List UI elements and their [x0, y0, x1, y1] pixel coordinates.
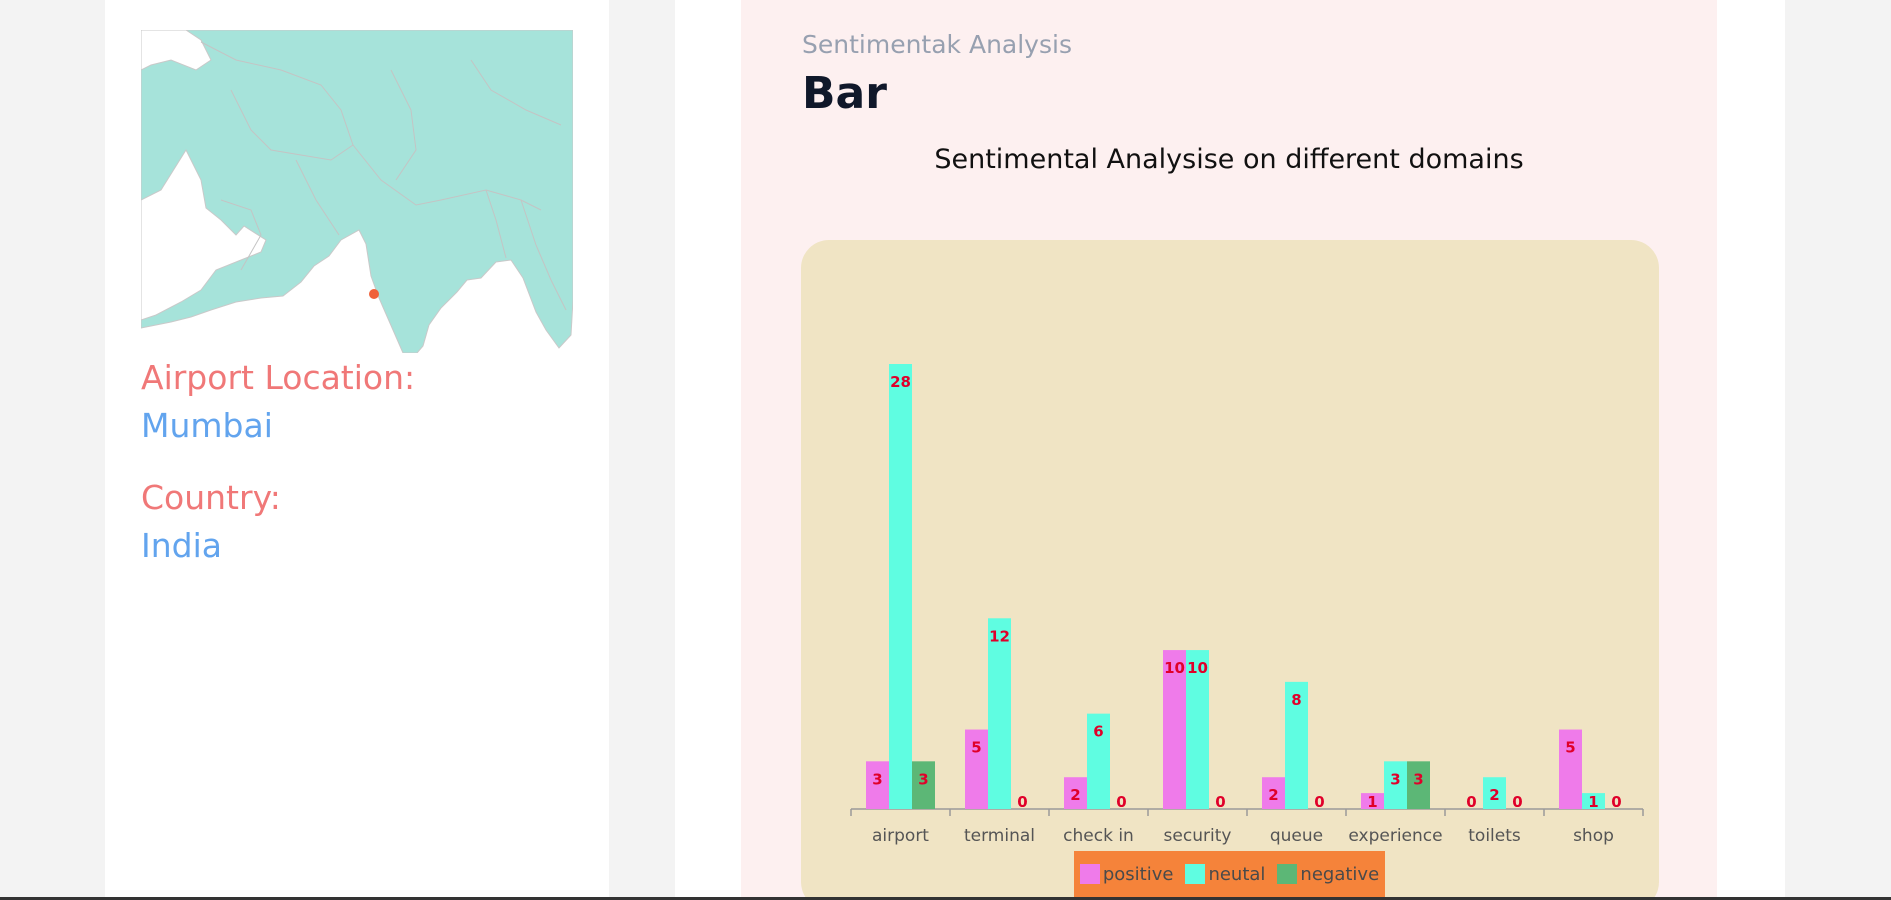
bar-positive[interactable] [1559, 729, 1582, 809]
bar-value-label: 0 [1314, 793, 1324, 811]
bar-positive[interactable] [1064, 777, 1087, 809]
bar-value-label: 1 [1367, 793, 1377, 811]
bar-value-label: 0 [1116, 793, 1126, 811]
chart-container: 3 28 3 airport 5 12 0 terminal 2 6 0 check in 10 10 0 s… [801, 240, 1659, 900]
chart-title: Sentimental Analysise on different domai… [934, 144, 1524, 175]
bar-value-label: 0 [1017, 793, 1027, 811]
legend-label-neutral: neutal [1208, 863, 1266, 885]
airport-location-value: Mumbai [141, 406, 273, 445]
bar-value-label: 0 [1512, 793, 1522, 811]
bar-value-label: 3 [1413, 770, 1423, 788]
bar-value-label: 10 [1164, 659, 1185, 677]
bar-value-label: 1 [1588, 793, 1598, 811]
airport-map[interactable] [141, 30, 573, 353]
map-coast-water [141, 30, 212, 71]
bar-neutal[interactable] [1285, 681, 1308, 809]
bar-neutal[interactable] [1087, 713, 1110, 809]
bar-neutal[interactable] [889, 364, 912, 809]
bar-positive[interactable] [866, 761, 889, 809]
x-tick-label: toilets [1468, 826, 1521, 846]
x-tick-label: queue [1270, 826, 1323, 846]
map-borders [200, 41, 567, 311]
bar-value-label: 2 [1268, 786, 1278, 804]
bar-value-label: 3 [1390, 770, 1400, 788]
map-gulf-water [141, 148, 267, 321]
bar-neutal[interactable] [988, 618, 1011, 809]
bar-value-label: 5 [971, 739, 981, 757]
bar-value-label: 8 [1291, 691, 1301, 709]
bar-positive[interactable] [1361, 793, 1384, 809]
map-svg [141, 30, 573, 353]
bar-neutal[interactable] [1483, 777, 1506, 809]
section-subtitle: Sentimentak Analysis [802, 30, 1072, 59]
legend-label-positive: positive [1102, 863, 1174, 885]
bar-positive[interactable] [1163, 650, 1186, 809]
x-tick-label: check in [1063, 826, 1134, 846]
bar-negative[interactable] [912, 761, 935, 809]
bar-value-label: 3 [872, 770, 882, 788]
section-title: Bar [802, 68, 887, 119]
bar-value-label: 5 [1565, 739, 1575, 757]
legend-item-negative[interactable]: negative [1277, 864, 1379, 885]
bar-value-label: 2 [1070, 786, 1080, 804]
country-label: Country: [141, 478, 281, 517]
bar-positive[interactable] [1262, 777, 1285, 809]
bar-value-label: 0 [1466, 793, 1476, 811]
bar-neutal[interactable] [1384, 761, 1407, 809]
bar-value-label: 3 [918, 770, 928, 788]
airport-marker[interactable] [369, 289, 379, 299]
sentiment-card: Sentimentak Analysis Bar Sentimental Ana… [741, 0, 1717, 900]
bar-positive[interactable] [965, 729, 988, 809]
bar-neutal[interactable] [1186, 650, 1209, 809]
legend-item-neutral[interactable]: neutal [1185, 864, 1265, 885]
bar-value-label: 0 [1611, 793, 1621, 811]
bar-value-label: 0 [1215, 793, 1225, 811]
x-tick-label: terminal [964, 826, 1035, 846]
airport-location-label: Airport Location: [141, 358, 416, 397]
bar-value-label: 28 [890, 373, 911, 391]
x-tick-label: security [1164, 826, 1232, 846]
map-landmass [141, 30, 573, 353]
legend-item-positive[interactable]: positive [1079, 863, 1174, 885]
x-tick-label: airport [872, 826, 929, 846]
location-panel: Airport Location: Mumbai Country: India [105, 0, 609, 900]
bar-negative[interactable] [1407, 761, 1430, 809]
legend-label-negative: negative [1300, 863, 1380, 885]
x-tick-label: shop [1573, 826, 1614, 846]
bar-value-label: 10 [1187, 659, 1208, 677]
bar-value-label: 6 [1093, 723, 1103, 741]
content-column: Sentimentak Analysis Bar Sentimental Ana… [675, 0, 1785, 900]
bar-neutal[interactable] [1582, 793, 1605, 809]
legend-swatch-negative [1277, 864, 1298, 884]
country-value: India [141, 526, 222, 565]
window-bottom-edge [0, 897, 1891, 900]
bar-value-label: 2 [1489, 786, 1499, 804]
legend-swatch-positive [1079, 864, 1100, 884]
bar-value-label: 12 [989, 627, 1010, 645]
x-tick-label: experience [1348, 826, 1442, 846]
legend-swatch-neutral [1185, 864, 1206, 884]
chart-legend: positive neutal negative [1074, 851, 1385, 897]
